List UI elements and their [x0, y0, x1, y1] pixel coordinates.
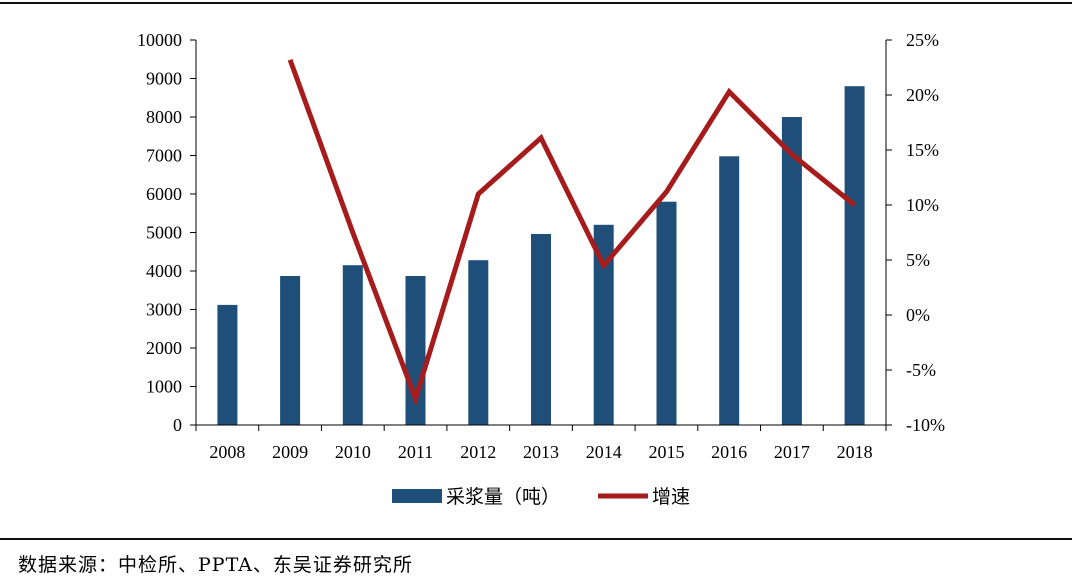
bar-2016: [719, 156, 740, 426]
x-tick-label: 2016: [711, 442, 747, 462]
bar-2014: [593, 224, 614, 425]
y-left-tick-label: 4000: [146, 261, 182, 281]
y-left-tick-label: 9000: [146, 69, 182, 89]
x-tick-label: 2010: [335, 442, 371, 462]
bar-2010: [342, 265, 363, 425]
y-left-tick-label: 1000: [146, 377, 182, 397]
top-rule: [0, 2, 1072, 4]
x-tick-label: 2012: [460, 442, 496, 462]
bar-2017: [781, 117, 802, 425]
y-right-tick-label: 25%: [906, 30, 939, 50]
x-tick-label: 2008: [209, 442, 245, 462]
x-tick-label: 2013: [523, 442, 559, 462]
y-left-tick-label: 8000: [146, 107, 182, 127]
x-tick-label: 2018: [837, 442, 873, 462]
y-left-tick-label: 3000: [146, 300, 182, 320]
x-tick-label: 2015: [648, 442, 684, 462]
bar-2008: [217, 304, 238, 425]
source-note: 数据来源：中检所、PPTA、东吴证券研究所: [18, 554, 413, 576]
x-tick-label: 2014: [586, 442, 622, 462]
y-left-tick-label: 2000: [146, 338, 182, 358]
legend-bar-swatch: [392, 489, 442, 503]
y-right-tick-label: -10%: [906, 415, 945, 435]
bar-2012: [468, 260, 489, 425]
x-tick-label: 2009: [272, 442, 308, 462]
y-right-tick-label: 0%: [906, 305, 930, 325]
chart-figure: 0 1000 2000 3000 4000 5000 6000 7000 8000 9000 100…: [137, 30, 945, 508]
growth-line: [287, 58, 857, 407]
y-right-tick-label: -5%: [906, 360, 936, 380]
y-left-tick-label: 0: [173, 415, 182, 435]
x-tick-label: 2017: [774, 442, 810, 462]
bar-2015: [656, 201, 677, 425]
y-right-tick-label: 10%: [906, 195, 939, 215]
bar-2013: [531, 234, 551, 425]
y-left-tick-label: 5000: [146, 223, 182, 243]
x-tick-label: 2011: [398, 442, 433, 462]
bottom-rule: [0, 538, 1072, 540]
bar-2018: [844, 86, 865, 425]
y-right-tick-label: 15%: [906, 140, 939, 160]
bar-2009: [280, 276, 301, 425]
y-right-tick-label: 20%: [906, 85, 939, 105]
legend-bar-label: 采浆量（吨）: [446, 486, 560, 508]
y-left-tick-label: 6000: [146, 184, 182, 204]
y-left-tick-label: 10000: [137, 30, 182, 50]
legend-line-label: 增速: [652, 486, 690, 508]
y-left-tick-label: 7000: [146, 146, 182, 166]
y-right-tick-label: 5%: [906, 250, 930, 270]
